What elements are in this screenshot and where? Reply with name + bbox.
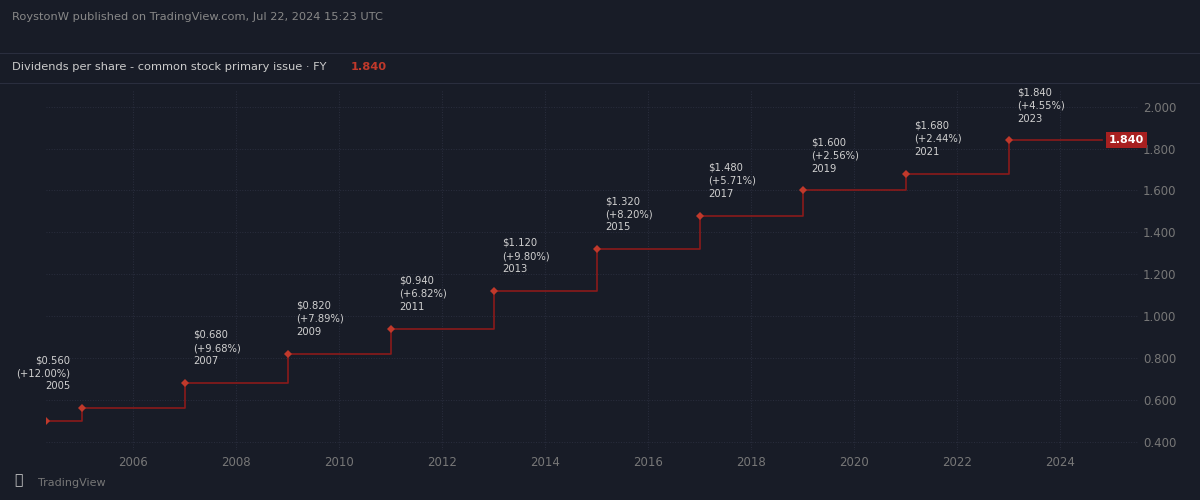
Text: $1.320
(+8.20%)
2015: $1.320 (+8.20%) 2015 — [605, 196, 653, 232]
Text: 1.840: 1.840 — [1109, 135, 1144, 145]
Text: $1.680
(+2.44%)
2021: $1.680 (+2.44%) 2021 — [914, 120, 961, 157]
Text: RoystonW published on TradingView.com, Jul 22, 2024 15:23 UTC: RoystonW published on TradingView.com, J… — [12, 12, 383, 22]
Text: Dividends per share - common stock primary issue · FY: Dividends per share - common stock prima… — [12, 62, 334, 72]
Text: $0.820
(+7.89%)
2009: $0.820 (+7.89%) 2009 — [296, 300, 343, 337]
Text: $1.600
(+2.56%)
2019: $1.600 (+2.56%) 2019 — [811, 138, 859, 174]
Text: $0.560
(+12.00%)
2005: $0.560 (+12.00%) 2005 — [17, 355, 71, 392]
Text: 1.840: 1.840 — [350, 62, 386, 72]
Text: TradingView: TradingView — [38, 478, 106, 488]
Text: $1.840
(+4.55%)
2023: $1.840 (+4.55%) 2023 — [1018, 87, 1064, 124]
Text: $0.680
(+9.68%)
2007: $0.680 (+9.68%) 2007 — [193, 330, 241, 366]
Text: $0.940
(+6.82%)
2011: $0.940 (+6.82%) 2011 — [400, 276, 446, 312]
Text: $1.120
(+9.80%)
2013: $1.120 (+9.80%) 2013 — [502, 238, 550, 275]
Text: $1.480
(+5.71%)
2017: $1.480 (+5.71%) 2017 — [708, 162, 756, 199]
Text: ⧄: ⧄ — [14, 474, 23, 488]
